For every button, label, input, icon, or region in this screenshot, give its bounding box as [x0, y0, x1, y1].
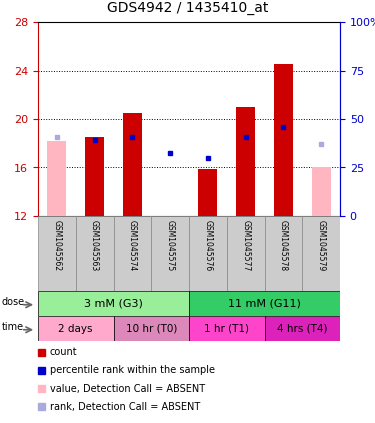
- Bar: [236, 107, 255, 216]
- Bar: [38, 403, 45, 410]
- Bar: [38, 216, 76, 291]
- Text: GSM1045579: GSM1045579: [316, 220, 326, 271]
- Text: dose: dose: [2, 297, 25, 307]
- Text: GSM1045577: GSM1045577: [241, 220, 250, 271]
- Text: 11 mM (G11): 11 mM (G11): [228, 299, 301, 308]
- Text: GSM1045576: GSM1045576: [203, 220, 212, 271]
- Bar: [198, 169, 217, 216]
- Bar: [85, 137, 104, 216]
- Bar: [227, 216, 264, 291]
- Text: GSM1045578: GSM1045578: [279, 220, 288, 271]
- Text: value, Detection Call = ABSENT: value, Detection Call = ABSENT: [50, 384, 205, 393]
- Bar: [189, 216, 227, 291]
- Bar: [123, 113, 142, 216]
- Bar: [264, 216, 302, 291]
- Bar: [114, 216, 151, 291]
- Text: GSM1045574: GSM1045574: [128, 220, 137, 271]
- Bar: [38, 349, 45, 356]
- Text: 3 mM (G3): 3 mM (G3): [84, 299, 143, 308]
- Bar: [38, 367, 45, 374]
- Text: 2 days: 2 days: [58, 324, 93, 333]
- Text: time: time: [2, 322, 24, 332]
- Text: GDS4942 / 1435410_at: GDS4942 / 1435410_at: [107, 1, 268, 15]
- Text: 4 hrs (T4): 4 hrs (T4): [277, 324, 327, 333]
- Text: GSM1045562: GSM1045562: [53, 220, 62, 271]
- Bar: [38, 316, 114, 341]
- Bar: [189, 291, 340, 316]
- Bar: [264, 316, 340, 341]
- Bar: [38, 291, 189, 316]
- Text: percentile rank within the sample: percentile rank within the sample: [50, 365, 215, 375]
- Bar: [151, 216, 189, 291]
- Text: 1 hr (T1): 1 hr (T1): [204, 324, 249, 333]
- Bar: [312, 168, 331, 216]
- Bar: [76, 216, 114, 291]
- Bar: [114, 316, 189, 341]
- Text: count: count: [50, 347, 78, 357]
- Bar: [38, 385, 45, 392]
- Bar: [302, 216, 340, 291]
- Text: GSM1045563: GSM1045563: [90, 220, 99, 271]
- Text: 10 hr (T0): 10 hr (T0): [126, 324, 177, 333]
- Bar: [189, 316, 264, 341]
- Text: GSM1045575: GSM1045575: [166, 220, 175, 271]
- Bar: [274, 64, 293, 216]
- Text: rank, Detection Call = ABSENT: rank, Detection Call = ABSENT: [50, 402, 200, 412]
- Bar: [47, 141, 66, 216]
